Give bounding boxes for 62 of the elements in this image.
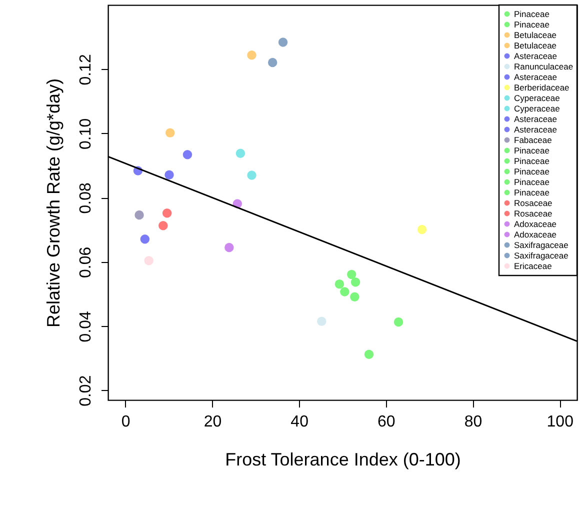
point: [268, 58, 278, 68]
point: [236, 148, 246, 158]
point: [347, 270, 356, 280]
point: [394, 317, 404, 327]
point: [317, 316, 326, 326]
legend-label: Fabaceae: [514, 135, 552, 145]
point: [247, 170, 256, 180]
legend-label: Pinaceae: [514, 166, 550, 176]
legend-label: Asteraceae: [514, 124, 558, 134]
y-tick-label: 0.08: [78, 182, 94, 214]
legend-label: Saxifragaceae: [514, 250, 569, 260]
x-tick-label: 100: [546, 414, 574, 430]
legend-label: Pinaceae: [514, 177, 550, 187]
legend-label: Ericaceae: [514, 261, 552, 271]
legend-label: Adoxaceae: [514, 230, 557, 240]
x-tick-label: 80: [464, 414, 482, 430]
x-tick-label: 40: [290, 414, 309, 430]
point: [417, 224, 427, 234]
legend-label: Pinaceae: [514, 9, 550, 19]
point: [224, 242, 234, 252]
legend-label: Betulaceae: [514, 30, 557, 40]
legend-label: Pinaceae: [514, 188, 550, 198]
point: [165, 128, 175, 138]
legend-label: Adoxaceae: [514, 219, 557, 229]
point: [182, 150, 192, 160]
legend-label: Cyperaceae: [514, 104, 560, 114]
point: [144, 256, 154, 266]
legend-label: Betulaceae: [514, 40, 557, 50]
y-tick-label: 0.12: [78, 54, 94, 86]
x-axis-title: Frost Tolerance Index (0-100): [225, 450, 461, 470]
point: [278, 38, 288, 47]
x-tick-label: 60: [378, 414, 396, 430]
point: [140, 234, 150, 244]
legend-label: Saxifragaceae: [514, 240, 569, 250]
point: [164, 170, 174, 180]
x-tick-label: 20: [204, 414, 222, 430]
y-tick-label: 0.06: [78, 246, 94, 278]
legend-label: Pinaceae: [514, 20, 550, 30]
point: [247, 50, 256, 60]
legend-label: Rosaceae: [514, 208, 553, 218]
y-axis-title: Relative Growth Rate (g/g*day): [44, 78, 64, 328]
legend-label: Cyperaceae: [514, 93, 560, 103]
legend-label: Rosaceae: [514, 198, 553, 208]
legend-label: Asteraceae: [514, 72, 558, 82]
point: [162, 208, 172, 218]
legend-label: Berberidaceae: [514, 82, 570, 92]
point: [134, 210, 144, 220]
point: [158, 221, 168, 230]
y-tick-label: 0.10: [78, 118, 94, 150]
legend-label: Asteraceae: [514, 51, 558, 61]
y-tick-label: 0.02: [78, 375, 94, 406]
point: [364, 350, 374, 359]
point: [350, 292, 360, 302]
legend-label: Asteraceae: [514, 114, 558, 124]
point: [350, 278, 360, 287]
legend-label: Pinaceae: [514, 156, 550, 166]
y-tick-label: 0.04: [78, 310, 94, 342]
legend-label: Ranunculaceae: [514, 62, 574, 72]
legend-label: Pinaceae: [514, 146, 550, 156]
point: [340, 287, 350, 296]
point: [334, 279, 344, 289]
x-tick-label: 0: [121, 414, 130, 430]
